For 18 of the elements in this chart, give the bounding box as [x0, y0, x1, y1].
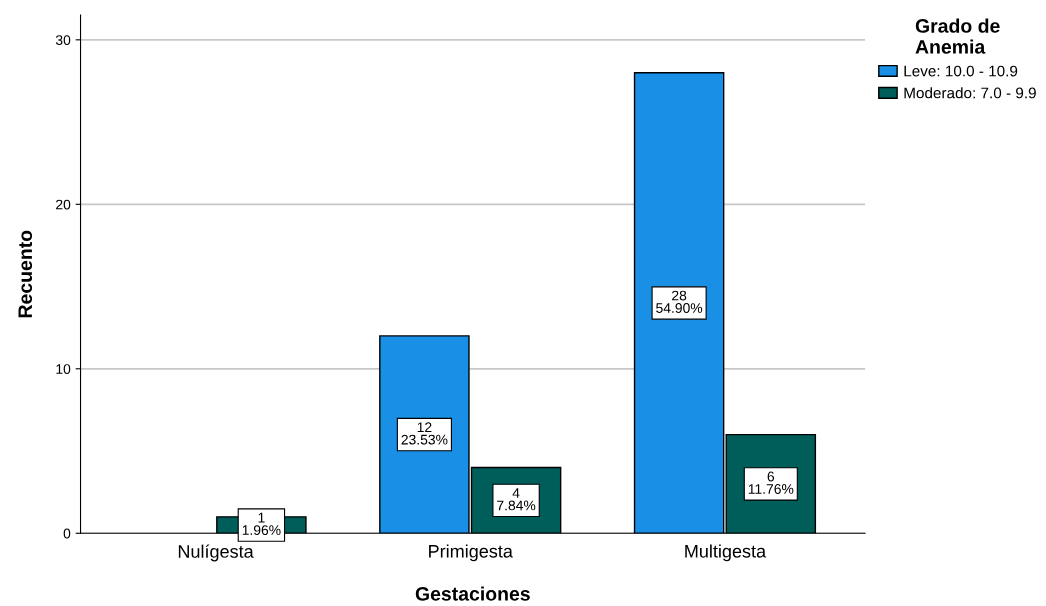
- data-label: 4 7.84%: [497, 488, 536, 511]
- data-label: 1 1.96%: [242, 512, 281, 536]
- y-tick-label: 10: [56, 364, 71, 374]
- data-label: 28 54.90%: [656, 290, 703, 313]
- x-axis-title: Gestaciones: [415, 586, 530, 601]
- y-tick-label: 20: [56, 199, 71, 210]
- y-tick-label: 30: [55, 35, 71, 45]
- data-label: 12 23.53%: [401, 422, 448, 445]
- legend-label: Leve: 10.0 - 10.9: [904, 65, 1018, 77]
- x-tick-label: Primigesta: [429, 544, 513, 562]
- bar: [633, 72, 725, 534]
- y-axis-title: Recuento: [18, 230, 33, 318]
- data-label: 6 11.76%: [748, 471, 794, 494]
- y-tick-label: 0: [63, 528, 71, 539]
- x-tick-label: Multigesta: [685, 544, 767, 562]
- legend-title: Grado de Anemia: [915, 18, 1000, 54]
- x-tick-label: Nulígesta: [178, 544, 254, 562]
- legend-label: Moderado: 7.0 - 9.9: [904, 87, 1036, 99]
